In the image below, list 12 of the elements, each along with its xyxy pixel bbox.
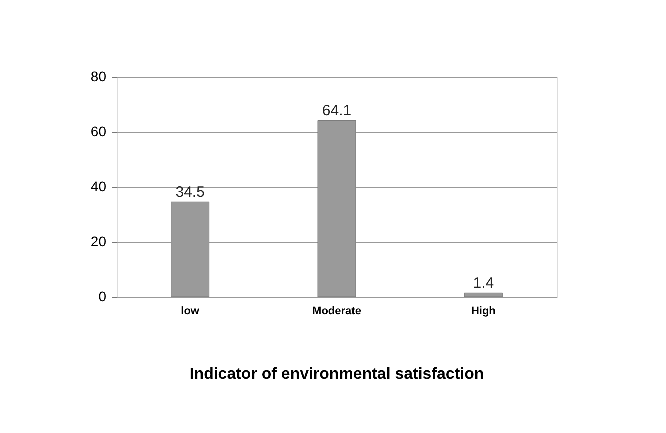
data-label: 34.5: [176, 184, 205, 202]
y-tick-label: 80: [90, 68, 107, 84]
text: Indicator of environmental satisfaction: [190, 366, 484, 383]
y-tick-label: 40: [90, 178, 107, 194]
x-tick-label: low: [181, 306, 200, 318]
x-tick-label: High: [471, 306, 496, 318]
y-tick-label: 0: [98, 288, 107, 304]
y-tick-label: 60: [90, 124, 107, 140]
x-tick-label: Moderate: [312, 306, 362, 318]
data-label: 64.1: [322, 102, 352, 120]
data-label: 1.4: [473, 275, 494, 292]
y-tick-label: 20: [90, 234, 107, 250]
